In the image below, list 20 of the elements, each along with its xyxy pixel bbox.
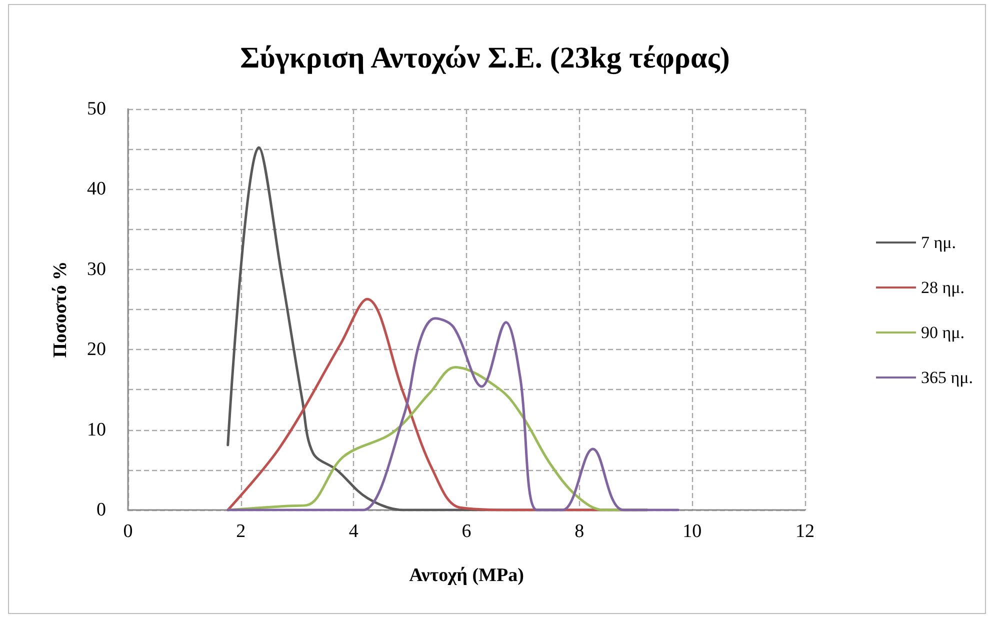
y-tick-label: 20	[87, 339, 106, 360]
x-tick-label: 10	[682, 521, 702, 542]
x-tick-label: 2	[236, 521, 246, 542]
x-tick-label: 6	[462, 521, 472, 542]
x-tick-label: 12	[796, 521, 814, 542]
x-tick-label: 8	[574, 521, 584, 542]
legend-label: 28 ημ.	[920, 278, 965, 297]
legend-label: 365 ημ.	[920, 368, 974, 387]
legend-label: 90 ημ.	[920, 323, 965, 342]
x-tick-label: 4	[348, 521, 359, 542]
y-tick-label: 0	[96, 500, 106, 520]
chart-title: Σύγκριση Αντοχών Σ.Ε. (23kg τέφρας)	[240, 42, 730, 74]
y-tick-label: 30	[87, 258, 106, 280]
legend-label: 7 ημ.	[920, 233, 956, 252]
y-tick-label: 50	[87, 98, 106, 120]
x-tick-label: 0	[123, 521, 133, 542]
y-tick-label: 40	[87, 178, 106, 200]
x-axis-title: Αντοχή (MPa)	[409, 565, 524, 586]
y-axis-title: Ποσοστό %	[50, 261, 71, 358]
y-tick-label: 10	[87, 419, 106, 440]
